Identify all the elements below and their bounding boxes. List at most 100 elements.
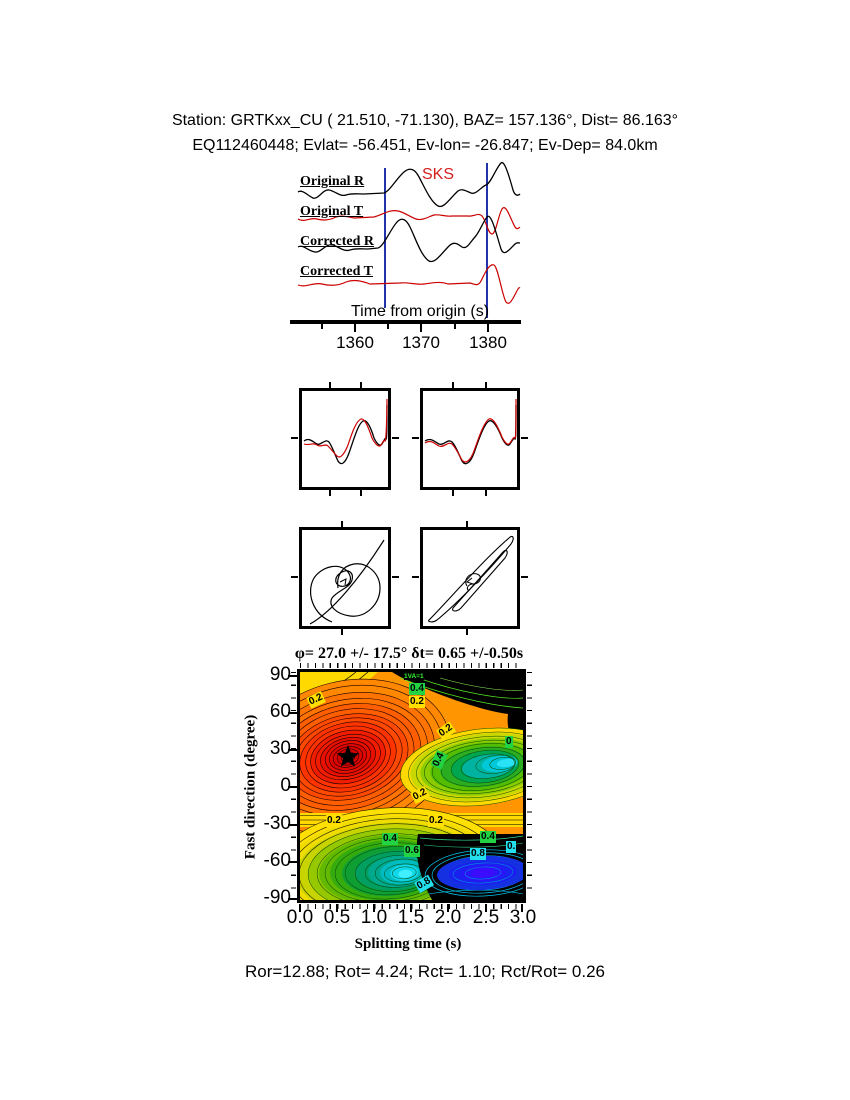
contour-surface xyxy=(300,672,523,900)
station-title: Station: GRTKxx_CU ( 21.510, -71.130), B… xyxy=(171,112,679,129)
x-tick-25: 2.5 xyxy=(472,907,500,928)
panel-tick xyxy=(392,437,399,439)
overlay-corrected-waves xyxy=(424,398,517,465)
statistics-line: Ror=12.88; Rot= 4.24; Rct= 1.10; Rct/Rot… xyxy=(244,962,606,981)
panel-tick xyxy=(360,490,362,496)
y-major-tick xyxy=(288,824,297,826)
overlay-panel-original xyxy=(299,388,391,490)
panel-tick xyxy=(485,490,487,496)
y-major-tick xyxy=(288,749,297,751)
contour-label: 0.6 xyxy=(404,845,420,857)
panel-tick xyxy=(329,490,331,496)
contour-label: 1VA=1 xyxy=(404,673,424,681)
corrected-t-trace xyxy=(297,264,521,304)
axis-ticks-right xyxy=(527,672,532,900)
contour-label: 0.2 xyxy=(428,815,444,827)
contour-label: 0.4 xyxy=(480,831,496,843)
original-t-trace xyxy=(297,207,521,235)
y-tick-m90: -90 xyxy=(263,887,291,908)
contour-red-minimum xyxy=(300,678,451,836)
energy-contour-map: 0.2 1VA=1 0.4 0.2 0.2 0.4 0 0.2 0.2 0.2 … xyxy=(297,669,526,903)
axis-ticks-top xyxy=(300,663,523,668)
x-major-tick xyxy=(521,904,523,912)
contour-label: 0.8 xyxy=(470,848,486,860)
time-major-tick xyxy=(354,324,356,332)
particle-motion-corrected-path xyxy=(428,535,514,623)
time-minor-tick xyxy=(387,324,389,329)
contour-label: 0 xyxy=(505,736,513,748)
particle-arrow xyxy=(465,573,481,592)
y-major-tick xyxy=(288,861,297,863)
contour-right-green-lens xyxy=(400,727,523,807)
contour-label: 0.4 xyxy=(409,683,425,695)
x-major-tick xyxy=(410,904,412,912)
x-major-tick xyxy=(373,904,375,912)
panel-tick xyxy=(466,629,468,635)
trace-label-corrected-r: Corrected R xyxy=(300,234,374,249)
x-tick-30: 3.0 xyxy=(509,907,537,928)
y-major-tick xyxy=(288,786,297,788)
overlay-panel-corrected xyxy=(420,388,520,490)
best-fit-star xyxy=(336,745,360,767)
y-major-tick xyxy=(288,712,297,714)
x-tick-00: 0.0 xyxy=(286,907,314,928)
contour-label: 0.2 xyxy=(409,696,425,708)
overlay-red-trace xyxy=(424,398,517,463)
time-minor-tick xyxy=(454,324,456,329)
x-major-tick xyxy=(447,904,449,912)
particle-motion-original-path xyxy=(309,539,385,625)
panel-tick xyxy=(466,521,468,527)
corrected-r-trace xyxy=(297,215,521,263)
particle-motion-original xyxy=(299,527,391,629)
panel-tick xyxy=(521,576,528,578)
y-tick-0: 0 xyxy=(280,775,291,796)
x-tick-10: 1.0 xyxy=(360,907,388,928)
y-major-tick xyxy=(288,898,297,900)
panel-tick xyxy=(360,382,362,388)
y-tick-90: 90 xyxy=(269,664,291,685)
particle-loop xyxy=(452,549,508,612)
panel-tick xyxy=(521,437,528,439)
y-tick-m60: -60 xyxy=(263,850,291,871)
waveform-plot xyxy=(297,161,521,318)
time-tick-1360: 1360 xyxy=(336,333,374,352)
x-axis-label: Splitting time (s) xyxy=(354,936,462,952)
overlay-black-trace xyxy=(303,404,388,465)
overlay-red-trace xyxy=(303,398,388,458)
phase-label-sks: SKS xyxy=(422,166,455,183)
particle-arrow xyxy=(339,578,347,586)
particle-loop xyxy=(428,535,514,623)
contour-label: 0.2 xyxy=(326,815,342,827)
particle-sweep xyxy=(309,539,385,625)
x-tick-05: 0.5 xyxy=(323,907,351,928)
overlay-black-trace xyxy=(424,404,517,465)
panel-tick xyxy=(412,576,419,578)
trace-label-original-t: Original T xyxy=(300,204,364,219)
panel-tick xyxy=(341,629,343,635)
panel-tick xyxy=(485,382,487,388)
x-major-tick xyxy=(299,904,301,912)
x-tick-15: 1.5 xyxy=(397,907,425,928)
event-title: EQ112460448; Evlat= -56.451, Ev-lon= -26… xyxy=(192,137,658,154)
y-tick-60: 60 xyxy=(269,701,291,722)
y-major-tick xyxy=(288,675,297,677)
particle-motion-corrected xyxy=(420,527,520,629)
panel-tick xyxy=(392,576,399,578)
y-tick-30: 30 xyxy=(269,738,291,759)
x-tick-20: 2.0 xyxy=(434,907,462,928)
particle-loop xyxy=(310,563,381,623)
time-major-tick xyxy=(487,324,489,332)
panel-tick xyxy=(452,490,454,496)
original-r-trace xyxy=(297,161,521,208)
contour-bottomright-blue-max xyxy=(416,834,523,900)
time-axis-label: Time from origin (s) xyxy=(350,303,490,320)
panel-tick xyxy=(341,521,343,527)
x-major-tick xyxy=(485,904,487,912)
panel-tick xyxy=(452,382,454,388)
time-tick-1380: 1380 xyxy=(469,333,507,352)
time-axis-line xyxy=(290,320,521,324)
contour-label: 0. xyxy=(506,841,517,853)
panel-tick xyxy=(412,437,419,439)
time-minor-tick xyxy=(321,324,323,329)
